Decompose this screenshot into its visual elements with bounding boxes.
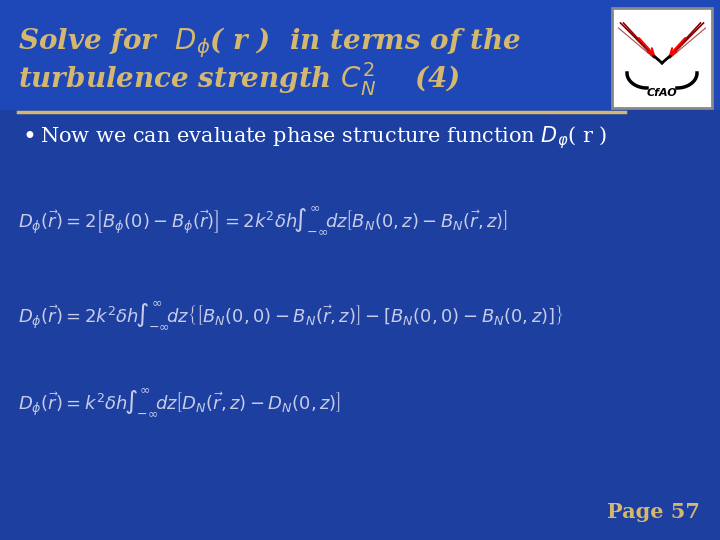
Text: •: • xyxy=(22,126,36,150)
Text: $D_{\phi}(\vec{r}) = 2k^2\delta h\!\int_{-\infty}^{\infty}\! dz\left\{\left[B_N(: $D_{\phi}(\vec{r}) = 2k^2\delta h\!\int_… xyxy=(18,299,564,331)
FancyBboxPatch shape xyxy=(612,8,712,108)
Text: turbulence strength $C_N^2$    (4): turbulence strength $C_N^2$ (4) xyxy=(18,60,460,98)
FancyBboxPatch shape xyxy=(0,0,720,110)
Text: Now we can evaluate phase structure function $D_{\varphi}$( r ): Now we can evaluate phase structure func… xyxy=(40,125,607,151)
Text: Page 57: Page 57 xyxy=(607,502,700,522)
Text: Solve for  $D_{\phi}$( r )  in terms of the: Solve for $D_{\phi}$( r ) in terms of th… xyxy=(18,25,521,59)
Text: $D_{\phi}(\vec{r}) = 2\left[B_{\phi}(0) - B_{\phi}(\vec{r})\right] = 2k^2\delta : $D_{\phi}(\vec{r}) = 2\left[B_{\phi}(0) … xyxy=(18,204,508,236)
Text: $D_{\phi}(\vec{r}) = k^2\delta h\!\int_{-\infty}^{\infty}\! dz\left[D_N(\vec{r},: $D_{\phi}(\vec{r}) = k^2\delta h\!\int_{… xyxy=(18,386,341,418)
Text: CfAO: CfAO xyxy=(647,88,678,98)
